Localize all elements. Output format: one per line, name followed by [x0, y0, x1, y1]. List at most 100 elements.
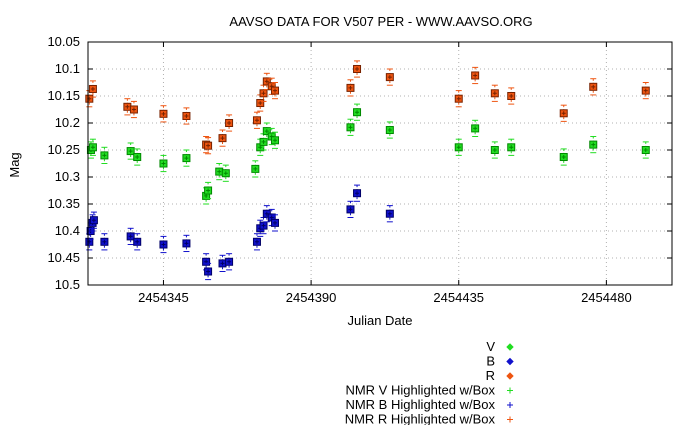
- plot-frame: [87, 41, 673, 286]
- point-marker: [220, 261, 225, 266]
- point-marker: [258, 145, 263, 150]
- point-marker: [135, 155, 140, 160]
- data-point-R: [353, 60, 362, 78]
- data-point-B: [182, 234, 191, 253]
- point-marker: [184, 113, 189, 118]
- data-point-R: [225, 114, 234, 132]
- legend-label: NMR B Highlighted w/Box: [345, 397, 495, 412]
- legend-plus-icon: [507, 416, 513, 423]
- data-point-V: [88, 138, 97, 156]
- data-point-R: [471, 66, 480, 85]
- point-marker: [206, 188, 211, 193]
- y-tick-label: 10.35: [47, 196, 80, 211]
- y-tick-label: 10.2: [55, 115, 80, 130]
- data-point-V: [215, 163, 224, 181]
- data-point-R: [85, 90, 94, 108]
- point-marker: [261, 223, 266, 228]
- legend-entry: NMR R Highlighted w/Box: [345, 412, 513, 425]
- data-point-R: [641, 82, 650, 100]
- chart-title: AAVSO DATA FOR V507 PER - WWW.AAVSO.ORG: [229, 14, 532, 29]
- legend-label: NMR V Highlighted w/Box: [345, 383, 495, 398]
- point-marker: [128, 234, 133, 239]
- series-B: [85, 184, 394, 281]
- point-marker: [273, 138, 278, 143]
- data-point-B: [85, 233, 94, 251]
- point-marker: [643, 148, 648, 152]
- data-point-V: [641, 141, 650, 159]
- point-marker: [261, 91, 266, 96]
- point-marker: [161, 161, 166, 166]
- data-point-R: [454, 90, 463, 108]
- data-point-V: [221, 164, 230, 182]
- data-point-B: [100, 233, 109, 251]
- data-point-B: [271, 214, 280, 232]
- point-marker: [273, 220, 278, 225]
- data-point-R: [346, 79, 355, 97]
- point-marker: [591, 84, 596, 89]
- y-axis-label: Mag: [7, 152, 22, 177]
- point-marker: [161, 242, 166, 247]
- point-marker: [387, 211, 392, 216]
- data-point-R: [182, 107, 191, 125]
- data-point-B: [204, 262, 213, 281]
- point-marker: [217, 169, 222, 174]
- data-point-R: [159, 105, 168, 123]
- data-point-B: [133, 233, 142, 251]
- data-point-V: [271, 131, 280, 149]
- data-point-R: [256, 94, 265, 112]
- point-marker: [387, 75, 392, 80]
- point-marker: [492, 148, 497, 152]
- data-point-V: [490, 141, 499, 159]
- data-point-V: [133, 148, 142, 166]
- point-marker: [102, 239, 107, 244]
- data-point-V: [159, 154, 168, 173]
- legend-plus-icon: [507, 387, 513, 394]
- point-marker: [355, 67, 360, 71]
- data-point-B: [225, 253, 234, 271]
- point-marker: [125, 104, 130, 109]
- legend-label: R: [486, 368, 495, 383]
- data-point-R: [218, 129, 227, 147]
- legend-entry: B: [486, 354, 514, 369]
- point-marker: [456, 96, 461, 101]
- legend-label: V: [486, 339, 495, 354]
- x-tick-label: 2454435: [433, 290, 484, 305]
- data-point-R: [490, 84, 499, 102]
- legend-label: NMR R Highlighted w/Box: [345, 412, 496, 425]
- point-marker: [184, 241, 189, 246]
- legend-entry: NMR B Highlighted w/Box: [345, 397, 513, 412]
- point-marker: [387, 128, 392, 133]
- data-point-V: [589, 136, 598, 154]
- data-point-R: [507, 87, 516, 105]
- point-marker: [220, 136, 225, 141]
- point-marker: [90, 145, 95, 150]
- data-point-R: [252, 111, 261, 129]
- point-marker: [204, 193, 209, 198]
- data-point-V: [251, 160, 260, 178]
- data-point-B: [346, 200, 355, 218]
- point-marker: [261, 139, 266, 144]
- point-marker: [161, 111, 166, 116]
- data-point-V: [353, 103, 362, 121]
- point-marker: [128, 149, 133, 154]
- point-marker: [473, 73, 478, 78]
- point-marker: [348, 85, 353, 90]
- y-tick-label: 10.5: [55, 277, 80, 292]
- data-point-R: [589, 78, 598, 96]
- point-marker: [561, 111, 566, 116]
- point-marker: [643, 88, 648, 93]
- legend-diamond-icon: [506, 343, 514, 351]
- point-marker: [561, 155, 566, 160]
- data-point-V: [559, 148, 568, 166]
- x-tick-label: 2454345: [138, 290, 189, 305]
- point-marker: [91, 218, 96, 223]
- data-point-V: [126, 142, 135, 160]
- legend-entry: NMR V Highlighted w/Box: [345, 383, 513, 398]
- legend-plus-icon: [507, 402, 513, 408]
- legend-entry: V: [486, 339, 514, 354]
- legend-diamond-icon: [506, 357, 514, 366]
- data-point-B: [126, 227, 135, 245]
- point-marker: [253, 166, 258, 171]
